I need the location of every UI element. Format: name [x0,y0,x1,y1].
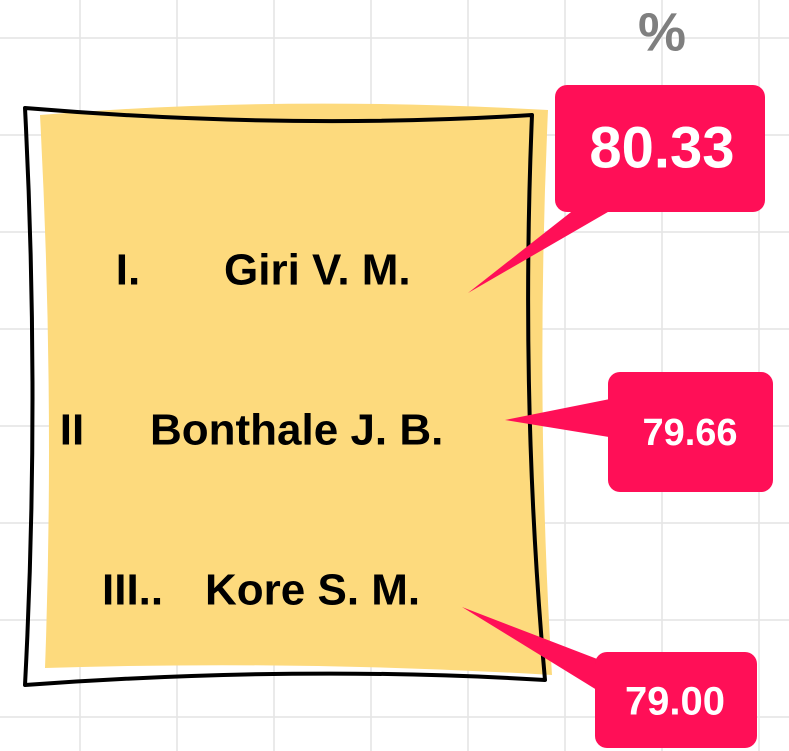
name: Giri V. M. [224,246,411,295]
rank: I. [116,246,140,295]
callout-box [595,652,757,748]
score: 79.66 [642,412,737,454]
callout-box [608,372,773,492]
name: Bonthale J. B. [150,406,443,455]
rank: II [60,406,84,455]
score: 79.00 [625,680,725,724]
callout-pointer [462,607,605,695]
paper-outline [23,106,547,687]
callout-pointer [468,205,620,293]
unit-label: % [638,2,686,62]
callout-pointer [505,398,615,438]
paper-fill [40,103,552,676]
score: 80.33 [589,115,734,180]
callouts [462,85,773,748]
callout-box [555,85,765,212]
rank: III.. [102,566,163,615]
name: Kore S. M. [205,566,420,615]
